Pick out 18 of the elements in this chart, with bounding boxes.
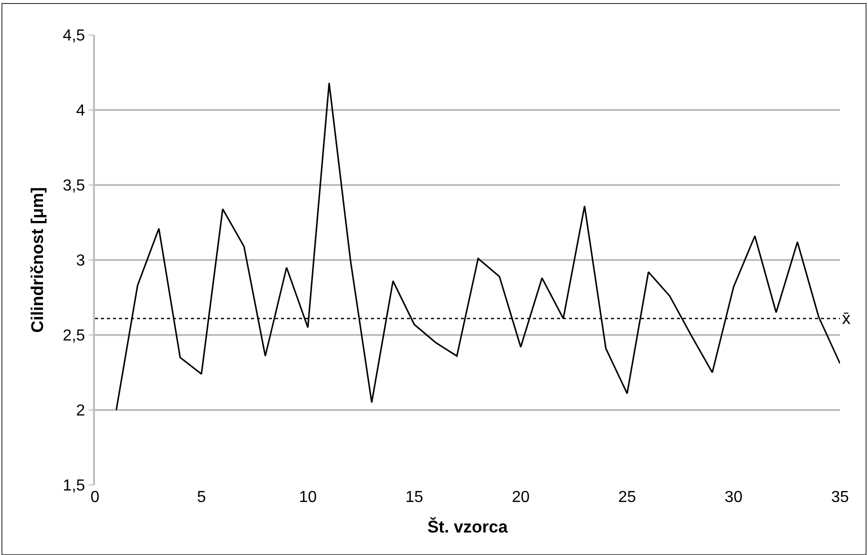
y-tick-label: 1,5 bbox=[62, 478, 86, 495]
x-tick-label: 25 bbox=[618, 489, 636, 506]
x-tick-label: 20 bbox=[512, 489, 530, 506]
x-axis-title: Št. vzorca bbox=[427, 516, 508, 536]
x-tick-label: 10 bbox=[298, 489, 317, 506]
x-tick-label: 35 bbox=[831, 489, 849, 506]
y-tick-label: 3 bbox=[76, 252, 86, 270]
y-tick-label: 4,5 bbox=[62, 28, 86, 45]
y-tick-label: 4 bbox=[76, 102, 86, 120]
y-tick-label: 2 bbox=[76, 402, 86, 420]
x-tick-label: 0 bbox=[90, 489, 100, 506]
y-tick-label: 3,5 bbox=[62, 178, 86, 195]
x-tick-label: 5 bbox=[196, 489, 206, 506]
x-tick-label: 15 bbox=[405, 489, 424, 506]
y-tick-label: 2,5 bbox=[62, 328, 86, 345]
x-tick-label: 30 bbox=[724, 489, 743, 506]
y-axis-title: Cilindričnost [μm] bbox=[28, 187, 47, 333]
ref-line-label: x̄ bbox=[842, 309, 851, 328]
